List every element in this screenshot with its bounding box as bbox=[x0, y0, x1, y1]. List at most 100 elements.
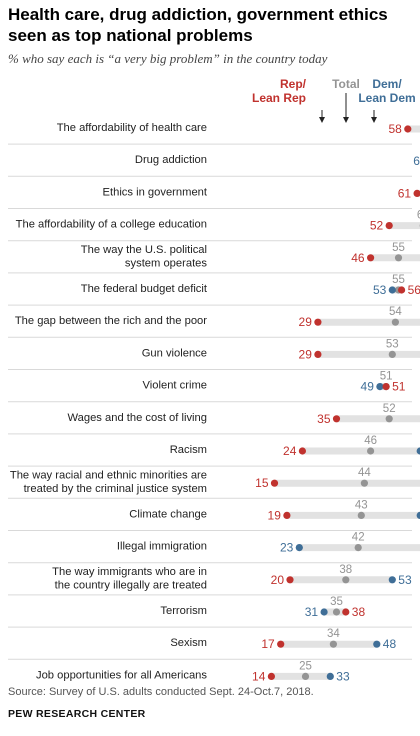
range-bar bbox=[290, 576, 393, 584]
range-bar bbox=[317, 350, 420, 358]
legend-label-dem: Dem/ bbox=[372, 77, 402, 91]
range-bar bbox=[274, 479, 420, 487]
dot-total bbox=[360, 479, 368, 487]
category-label: Gun violence bbox=[142, 347, 207, 359]
dot-rep bbox=[382, 383, 390, 391]
category-label: Wages and the cost of living bbox=[67, 412, 207, 424]
dot-rep bbox=[277, 640, 285, 648]
range-bar bbox=[271, 672, 331, 680]
dot-total bbox=[342, 576, 350, 584]
category-label: The affordability of health care bbox=[57, 122, 207, 134]
value-label-dem: 53 bbox=[373, 283, 387, 297]
dot-rep bbox=[413, 189, 420, 197]
value-label-total: 34 bbox=[327, 628, 340, 640]
chart-title: Health care, drug addiction, government … bbox=[8, 5, 388, 45]
value-label-dem: 31 bbox=[305, 605, 319, 619]
value-label-rep: 15 bbox=[255, 476, 269, 490]
value-label-total: 55 bbox=[392, 242, 405, 254]
category-label: system operates bbox=[125, 258, 207, 270]
value-label-total: 46 bbox=[364, 435, 377, 447]
dot-dem bbox=[373, 640, 381, 648]
dot-dem bbox=[376, 383, 384, 391]
category-label: The gap between the rich and the poor bbox=[15, 315, 207, 327]
dot-dem bbox=[388, 576, 396, 584]
value-label-rep: 24 bbox=[283, 444, 297, 458]
category-label: Ethics in government bbox=[103, 186, 208, 198]
dot-total bbox=[354, 544, 362, 552]
category-label: Climate change bbox=[129, 508, 207, 520]
value-label-total: 51 bbox=[380, 371, 393, 383]
dot-total bbox=[332, 608, 341, 616]
value-label-total: 52 bbox=[383, 403, 396, 415]
value-label-rep: 19 bbox=[268, 508, 282, 522]
dot-rep bbox=[270, 479, 279, 487]
value-label-rep: 20 bbox=[271, 573, 285, 587]
value-label-total: 53 bbox=[386, 338, 399, 350]
category-label: Racism bbox=[170, 444, 207, 456]
value-label-total: 35 bbox=[330, 596, 343, 608]
dot-dem bbox=[320, 608, 328, 616]
dot-rep bbox=[314, 350, 322, 358]
dot-rep bbox=[404, 125, 412, 133]
range-bar bbox=[389, 222, 420, 230]
category-label: Violent crime bbox=[143, 380, 207, 392]
range-bar bbox=[280, 640, 377, 648]
category-label: Terrorism bbox=[160, 605, 207, 617]
value-label-rep: 14 bbox=[252, 669, 266, 683]
dot-rep bbox=[283, 511, 291, 519]
value-label-rep: 38 bbox=[352, 605, 366, 619]
dot-rep bbox=[385, 222, 393, 230]
dot-total bbox=[388, 350, 396, 358]
dot-total bbox=[391, 318, 399, 326]
dot-rep bbox=[314, 318, 322, 326]
value-label-dem: 49 bbox=[361, 380, 375, 394]
range-bar bbox=[286, 511, 420, 519]
value-label-total: 63 bbox=[417, 210, 420, 222]
legend-label-total: Total bbox=[332, 77, 360, 91]
dot-rep bbox=[398, 286, 406, 294]
value-label-rep: 51 bbox=[392, 380, 406, 394]
range-bar bbox=[317, 318, 420, 326]
value-label-rep: 61 bbox=[398, 186, 412, 200]
range-bar bbox=[336, 415, 420, 423]
value-label-dem: 66 bbox=[413, 154, 420, 168]
dot-rep bbox=[367, 254, 375, 262]
category-label: Job opportunities for all Americans bbox=[36, 669, 207, 681]
dot-total bbox=[301, 672, 310, 681]
dot-total bbox=[385, 415, 393, 423]
dot-rep bbox=[342, 608, 350, 616]
value-label-total: 43 bbox=[355, 499, 368, 511]
value-label-dem: 33 bbox=[336, 669, 350, 683]
category-label: Illegal immigration bbox=[117, 541, 207, 553]
chart-subtitle: % who say each is “a very big problem” i… bbox=[8, 51, 328, 66]
category-label: treated by the criminal justice system bbox=[24, 483, 207, 495]
dot-dem bbox=[388, 286, 396, 294]
value-label-total: 38 bbox=[339, 564, 352, 576]
legend-label-rep: Rep/ bbox=[280, 77, 307, 91]
category-label: The way racial and ethnic minorities are bbox=[10, 469, 207, 481]
dot-rep bbox=[332, 415, 341, 423]
value-label-rep: 58 bbox=[388, 122, 402, 136]
dot-total bbox=[329, 640, 337, 648]
value-label-total: 25 bbox=[299, 660, 312, 672]
value-label-rep: 29 bbox=[299, 315, 313, 329]
value-label-rep: 52 bbox=[370, 219, 384, 233]
category-label: The federal budget deficit bbox=[81, 283, 208, 295]
dot-rep bbox=[267, 672, 275, 681]
dot-total bbox=[394, 254, 403, 262]
source-note: Source: Survey of U.S. adults conducted … bbox=[8, 686, 314, 698]
value-label-total: 44 bbox=[358, 467, 371, 479]
dot-dem bbox=[416, 511, 420, 519]
category-label: the country illegally are treated bbox=[55, 580, 207, 592]
legend-label-dem: Lean Dem bbox=[358, 91, 415, 105]
value-label-rep: 17 bbox=[261, 637, 275, 651]
legend-arrowhead-rep bbox=[319, 117, 325, 123]
category-label: The affordability of a college education bbox=[16, 219, 207, 231]
value-label-rep: 56 bbox=[408, 283, 420, 297]
value-label-rep: 46 bbox=[351, 251, 365, 265]
value-label-rep: 29 bbox=[299, 347, 313, 361]
value-label-dem: 23 bbox=[280, 541, 294, 555]
value-label-dem: 53 bbox=[398, 573, 412, 587]
legend-arrowhead-total bbox=[343, 117, 349, 123]
